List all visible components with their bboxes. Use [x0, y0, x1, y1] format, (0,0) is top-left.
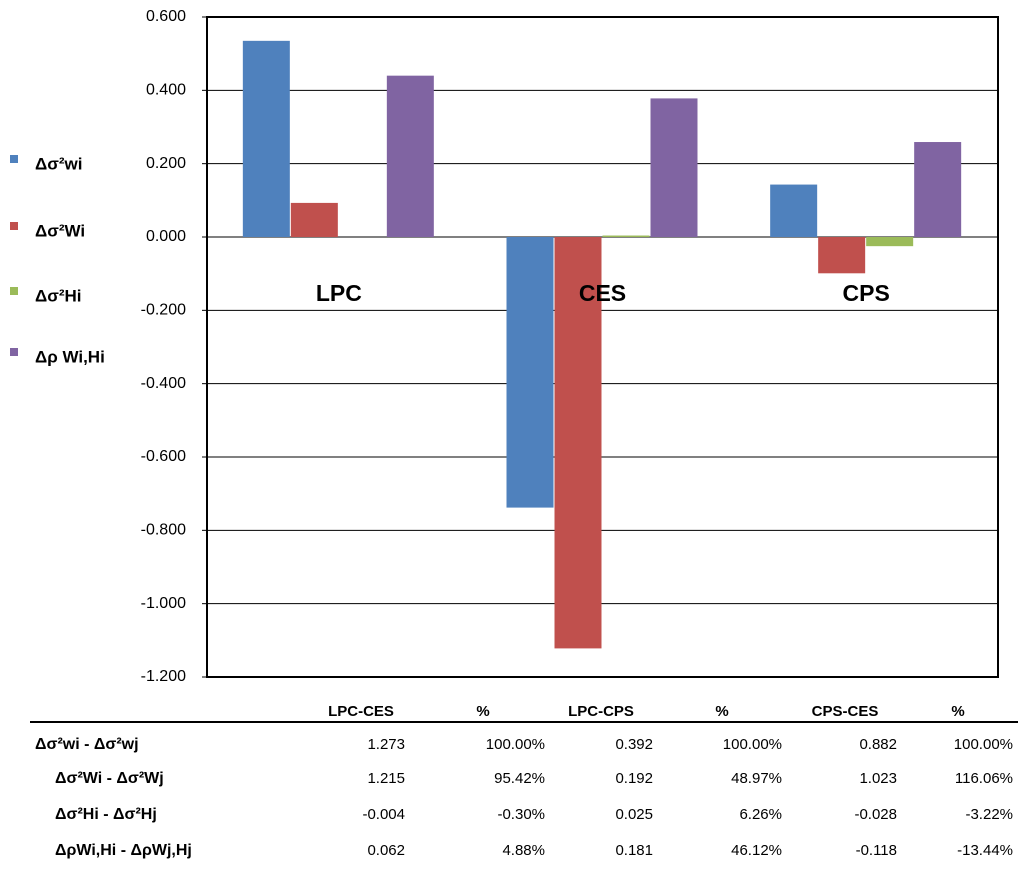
table-cell: 100.00%	[486, 736, 545, 753]
table-cell: 4.88%	[502, 842, 545, 859]
table-header: %	[476, 703, 489, 720]
table-header: %	[715, 703, 728, 720]
bar	[290, 202, 338, 237]
category-label: CES	[579, 280, 626, 306]
table-cell: -0.30%	[497, 806, 545, 823]
category-label: LPC	[316, 280, 362, 306]
legend-label: Δρ Wi,Hi	[35, 347, 105, 366]
y-tick-label: -1.200	[141, 668, 186, 685]
table-cell: -0.028	[854, 806, 897, 823]
legend-marker	[10, 287, 18, 295]
plot-frame	[206, 16, 999, 678]
table-cell: 46.12%	[731, 842, 782, 859]
legend-marker	[10, 348, 18, 356]
table-cell: 0.882	[859, 736, 897, 753]
bar	[866, 237, 914, 247]
row-label: Δσ²Hi - Δσ²Hj	[55, 806, 157, 823]
table-header: CPS-CES	[812, 703, 879, 720]
row-label: ΔρWi,Hi - ΔρWj,Hj	[55, 842, 192, 859]
y-tick-label: -0.600	[141, 448, 186, 465]
table-header: LPC-CPS	[568, 703, 634, 720]
y-tick-label: 0.200	[146, 155, 186, 172]
bar	[650, 98, 698, 238]
table-cell: -13.44%	[957, 842, 1013, 859]
table-cell: 6.26%	[739, 806, 782, 823]
table-cell: 95.42%	[494, 770, 545, 787]
table-cell: -0.118	[856, 842, 897, 859]
table-cell: 100.00%	[954, 736, 1013, 753]
bar	[770, 184, 818, 237]
legend-label: Δσ²Hi	[35, 286, 82, 305]
row-label: Δσ²wi - Δσ²wj	[35, 736, 139, 753]
y-tick-label: -0.200	[141, 302, 186, 319]
table-cell: 0.392	[615, 736, 653, 753]
table-header: LPC-CES	[328, 703, 394, 720]
table-cell: 100.00%	[723, 736, 782, 753]
bar	[914, 142, 962, 237]
bar	[818, 237, 866, 274]
table-cell: 116.06%	[955, 770, 1013, 787]
bar	[386, 75, 434, 238]
bar	[506, 237, 554, 508]
table-cell: 0.025	[615, 806, 653, 823]
table-cell: -0.004	[362, 806, 405, 823]
table-cell: 1.215	[367, 770, 405, 787]
table-cell: 0.192	[615, 770, 653, 787]
table-cell: 48.97%	[731, 770, 782, 787]
table-cell: 0.062	[367, 842, 405, 859]
bar	[554, 237, 602, 649]
legend-marker	[10, 222, 18, 230]
category-label: CPS	[843, 280, 890, 306]
y-tick-label: -0.400	[141, 375, 186, 392]
row-label: Δσ²Wi - Δσ²Wj	[55, 770, 164, 787]
table-cell: 0.181	[615, 842, 653, 859]
table-cell: 1.023	[859, 770, 897, 787]
legend-marker	[10, 155, 18, 163]
y-tick-label: -1.000	[141, 595, 186, 612]
table-cell: 1.273	[367, 736, 405, 753]
y-tick-label: -0.800	[141, 522, 186, 539]
legend-label: Δσ²wi	[35, 154, 82, 173]
bar	[242, 40, 290, 238]
table-header: %	[951, 703, 964, 720]
y-tick-label: 0.000	[146, 228, 186, 245]
y-tick-label: 0.400	[146, 82, 186, 99]
bar	[602, 235, 650, 237]
table-cell: -3.22%	[965, 806, 1013, 823]
legend-label: Δσ²Wi	[35, 221, 85, 240]
y-tick-label: 0.600	[146, 8, 186, 25]
